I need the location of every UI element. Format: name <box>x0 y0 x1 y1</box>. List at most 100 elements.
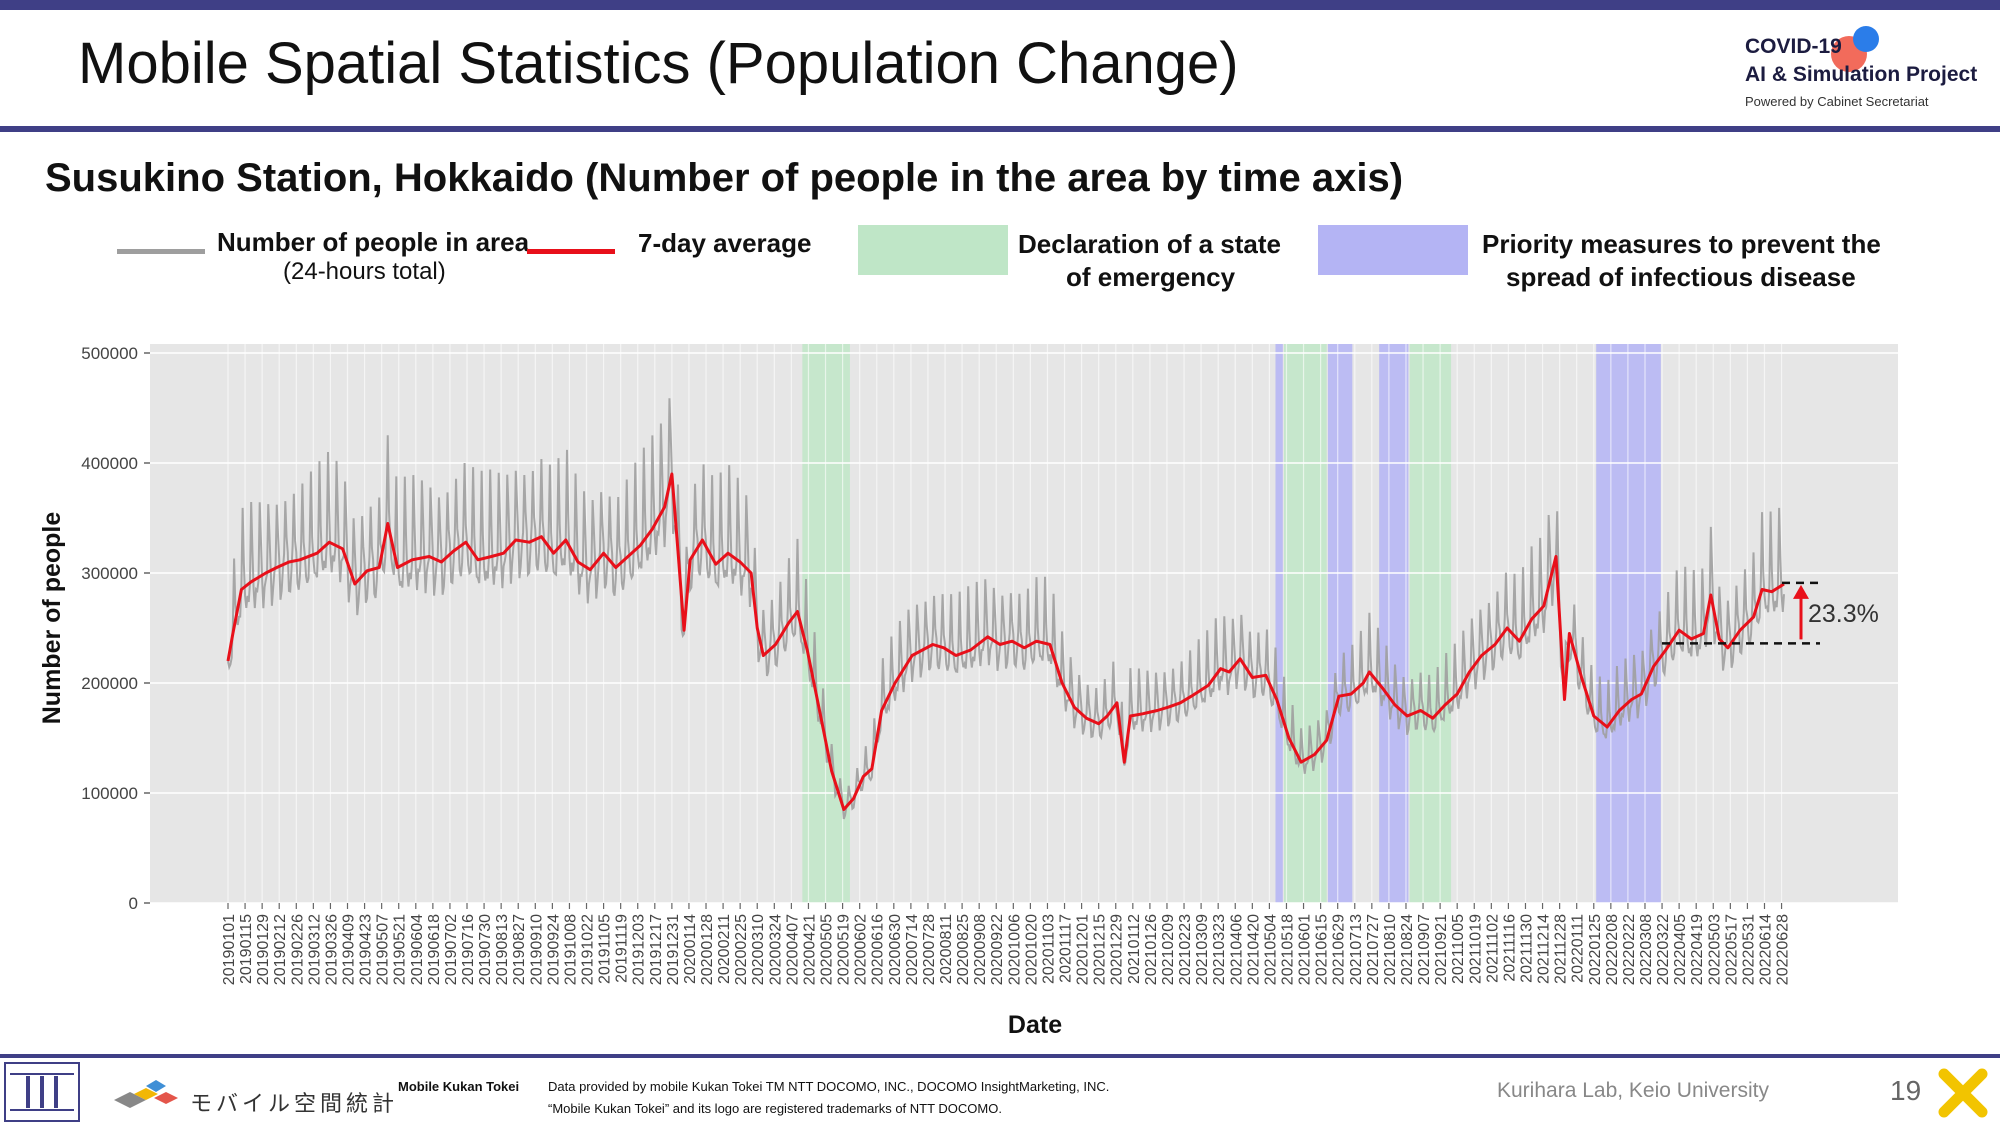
legend-emergency-label-2: of emergency <box>1066 262 1236 292</box>
shaded-periods <box>802 344 1661 903</box>
x-tick-label-5: 20190312 <box>306 914 323 985</box>
y-tick-label-2: 200000 <box>81 674 138 693</box>
x-tick-label-8: 20190423 <box>358 914 375 985</box>
y-tick-label-1: 100000 <box>81 784 138 803</box>
x-tick-label-54: 20210126 <box>1143 914 1160 985</box>
footer-credit-2: “Mobile Kukan Tokei” and its logo are re… <box>548 1101 1002 1116</box>
period-emergency-2 <box>1284 344 1327 903</box>
x-tick-label-80: 20220125 <box>1587 914 1604 985</box>
x-tick-label-30: 20200225 <box>733 914 750 985</box>
x-tick-label-14: 20190716 <box>460 914 477 985</box>
average-series <box>226 472 1785 811</box>
x-tick-label-37: 20200602 <box>853 914 870 985</box>
period-emergency-0 <box>802 344 850 903</box>
x-tick-label-9: 20190507 <box>375 914 392 985</box>
footer-brand-label: Mobile Kukan Tokei <box>398 1079 520 1094</box>
x-tick-label-57: 20210309 <box>1194 914 1211 985</box>
x-tick-label-3: 20190212 <box>272 914 289 985</box>
x-tick-label-66: 20210713 <box>1348 914 1365 985</box>
x-tick-label-81: 20220208 <box>1604 914 1621 985</box>
period-priority-6 <box>1596 344 1661 903</box>
x-tick-label-58: 20210323 <box>1211 914 1228 985</box>
annotation-arrow-head <box>1793 584 1809 599</box>
annotation-percent-label: 23.3% <box>1808 600 1879 628</box>
x-tick-label-42: 20200811 <box>938 914 955 984</box>
x-tick-label-49: 20201117 <box>1058 914 1075 983</box>
legend-avg-label: 7-day average <box>638 228 812 258</box>
x-tick-label-21: 20191022 <box>580 914 597 985</box>
x-tick-label-39: 20200630 <box>887 914 904 985</box>
x-tick-label-22: 20191105 <box>597 914 614 984</box>
x-tick-label-10: 20190521 <box>392 914 409 985</box>
x-tick-label-11: 20190604 <box>409 914 426 985</box>
x-tick-label-83: 20220308 <box>1638 914 1655 985</box>
x-tick-label-63: 20210601 <box>1297 914 1314 985</box>
logo-line-2: AI & Simulation Project <box>1745 63 1978 86</box>
logo-line-3: Powered by Cabinet Secretariat <box>1745 94 1929 109</box>
x-axis: 20190101 20190115 20190129 20190212 20190226… <box>221 903 1792 985</box>
project-logo: COVID-19 AI & Simulation Project Powered… <box>1745 26 1985 115</box>
x-tick-label-77: 20211214 <box>1536 914 1553 984</box>
x-tick-label-71: 20210921 <box>1433 914 1450 985</box>
legend-raw-label: Number of people in area <box>217 227 530 257</box>
period-priority-1 <box>1275 344 1283 903</box>
lab-credit: Kurihara Lab, Keio University <box>1497 1079 1769 1102</box>
x-tick-label-25: 20191217 <box>648 914 665 985</box>
x-tick-label-65: 20210629 <box>1331 914 1348 985</box>
x-tick-label-89: 20220531 <box>1740 914 1757 985</box>
x-tick-label-78: 20211228 <box>1553 914 1570 984</box>
population-chart: 0 100000 200000 300000 400000 500000 20190101… <box>38 344 1898 1039</box>
x-tick-label-19: 20190924 <box>545 914 562 985</box>
x-tick-label-61: 20210504 <box>1262 914 1279 985</box>
x-tick-label-60: 20210420 <box>1245 914 1262 985</box>
x-tick-label-16: 20190813 <box>494 914 511 985</box>
period-emergency-5 <box>1409 344 1452 903</box>
x-tick-label-51: 20201215 <box>1092 914 1109 985</box>
y-tick-label-0: 0 <box>129 894 138 913</box>
raw-daily-line <box>227 398 1785 820</box>
y-axis: 0 100000 200000 300000 400000 500000 <box>81 344 150 913</box>
x-tick-label-18: 20190910 <box>528 914 545 985</box>
x-tick-label-29: 20200211 <box>716 914 733 984</box>
x-tick-label-44: 20200908 <box>972 914 989 985</box>
x-tick-label-50: 20201201 <box>1075 914 1092 985</box>
x-tick-label-1: 20190115 <box>238 914 255 984</box>
x-tick-label-26: 20191231 <box>665 914 682 985</box>
footer-divider <box>0 1054 2000 1058</box>
x-tick-label-73: 20211019 <box>1467 914 1484 984</box>
x-tick-label-15: 20190730 <box>477 914 494 985</box>
x-tick-label-55: 20210209 <box>1160 914 1177 985</box>
x-tick-label-12: 20190618 <box>426 914 443 985</box>
legend-raw-sublabel: (24-hours total) <box>283 258 446 285</box>
legend-avg-line <box>527 249 615 254</box>
x-tick-label-0: 20190101 <box>221 914 238 985</box>
x-tick-label-91: 20220628 <box>1775 914 1792 985</box>
x-tick-label-69: 20210824 <box>1399 914 1416 985</box>
legend-emergency-swatch <box>858 225 1008 275</box>
x-tick-label-56: 20210223 <box>1177 914 1194 985</box>
x-tick-label-34: 20200421 <box>801 914 818 985</box>
x-tick-label-4: 20190226 <box>289 914 306 985</box>
x-tick-label-47: 20201020 <box>1023 914 1040 985</box>
y-tick-label-3: 300000 <box>81 564 138 583</box>
x-tick-label-40: 20200714 <box>904 914 921 985</box>
x-tick-label-84: 20220322 <box>1655 914 1672 985</box>
x-tick-label-76: 20211130 <box>1518 914 1535 983</box>
x-tick-label-43: 20200825 <box>955 914 972 985</box>
x-tick-label-23: 20191119 <box>614 914 631 983</box>
x-tick-label-85: 20220405 <box>1672 914 1689 985</box>
x-tick-label-53: 20210112 <box>1126 914 1143 984</box>
legend-raw-line <box>117 249 205 254</box>
period-priority-3 <box>1327 344 1353 903</box>
x-tick-label-48: 20201103 <box>1040 914 1057 984</box>
y-axis-label: Number of people <box>38 512 66 725</box>
x-tick-label-67: 20210727 <box>1365 914 1382 985</box>
page-number: 19 <box>1890 1075 1922 1106</box>
legend-emergency-label-1: Declaration of a state <box>1018 229 1281 259</box>
x-tick-label-24: 20191203 <box>631 914 648 985</box>
x-tick-label-38: 20200616 <box>870 914 887 985</box>
change-annotation: 23.3% <box>1662 581 1879 645</box>
x-tick-label-45: 20200922 <box>989 914 1006 985</box>
x-tick-label-20: 20191008 <box>562 914 579 985</box>
legend-priority-swatch <box>1318 225 1468 275</box>
